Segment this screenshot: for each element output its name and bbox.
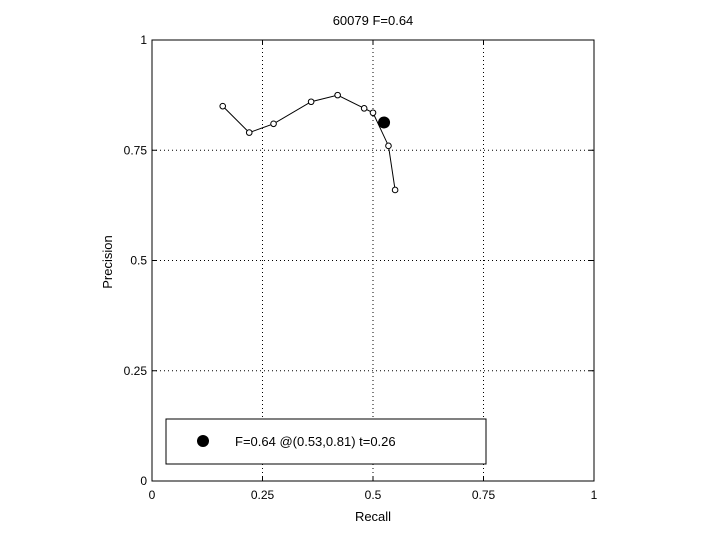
series-group — [219, 91, 399, 194]
y-tick-label: 0.5 — [130, 254, 147, 268]
legend-label: F=0.64 @(0.53,0.81) t=0.26 — [235, 434, 396, 449]
x-tick-label: 0.5 — [365, 488, 382, 502]
x-tick-label: 1 — [591, 488, 598, 502]
x-tick-label: 0 — [149, 488, 156, 502]
x-tick-labels: 0 0.25 0.5 0.75 1 — [149, 488, 598, 502]
y-tick-label: 0 — [140, 474, 147, 488]
y-tick-labels: 0 0.25 0.5 0.75 1 — [124, 33, 148, 488]
y-tick-label: 0.25 — [124, 364, 148, 378]
y-axis-title: Precision — [100, 235, 115, 288]
chart-title: 60079 F=0.64 — [333, 13, 414, 28]
legend-marker — [197, 435, 209, 447]
y-tick-label: 1 — [140, 33, 147, 47]
series-point — [307, 98, 315, 106]
series-point — [385, 142, 392, 150]
x-tick-label: 0.75 — [472, 488, 496, 502]
series-point — [334, 91, 341, 99]
series-point — [360, 105, 368, 112]
series-point — [245, 129, 253, 136]
x-axis-title: Recall — [355, 509, 391, 524]
series-point — [219, 102, 227, 110]
y-tick-label: 0.75 — [124, 143, 148, 157]
series-point — [270, 120, 277, 128]
best-f-point — [378, 116, 391, 129]
series-point — [391, 186, 399, 194]
axis-ticks — [151, 39, 595, 482]
grid-lines — [152, 40, 594, 481]
x-tick-label: 0.25 — [251, 488, 275, 502]
legend: F=0.64 @(0.53,0.81) t=0.26 — [165, 418, 487, 465]
legend-box — [165, 418, 487, 465]
series-point — [369, 109, 377, 117]
